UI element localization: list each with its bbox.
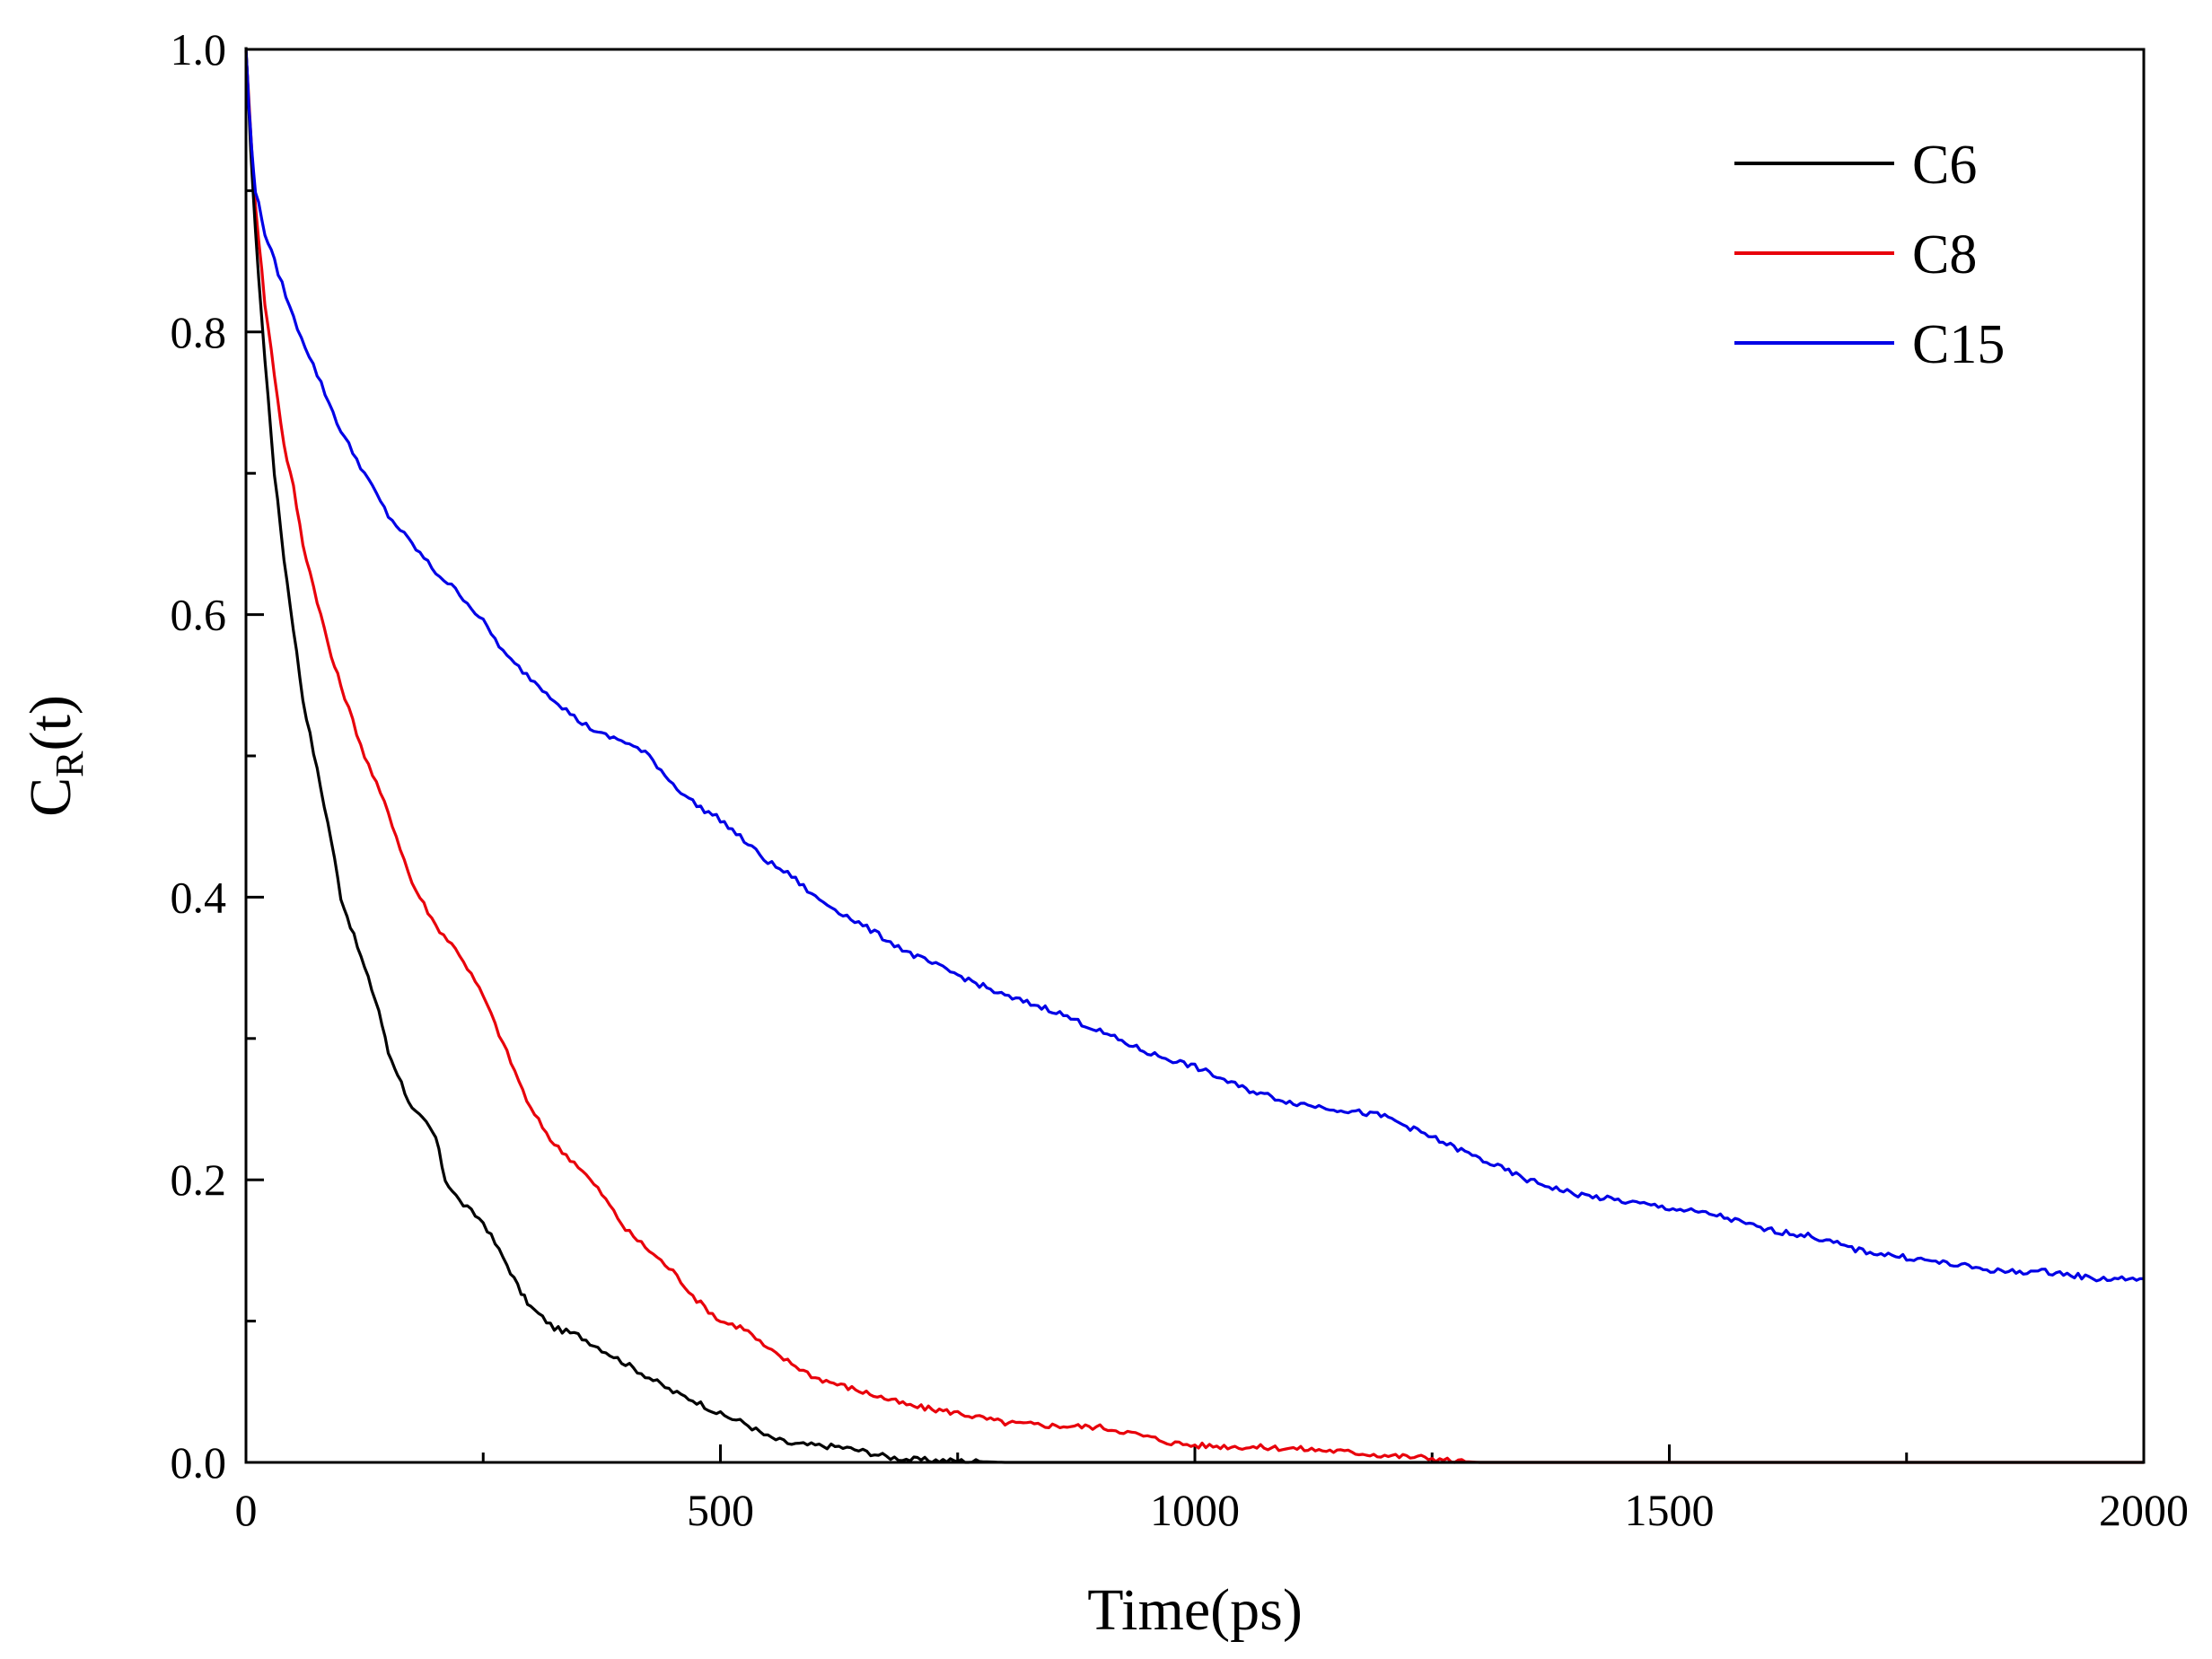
y-tick-label: 1.0 bbox=[171, 24, 227, 75]
tick-labels: 0 500 1000 1500 2000 0.0 0.2 0.4 0.6 0.8 1.0 bbox=[171, 24, 2190, 1535]
y-axis-title-suffix: (t) bbox=[18, 695, 83, 750]
legend: C6 C8 C15 bbox=[1734, 135, 2005, 375]
x-tick-label: 1500 bbox=[1625, 1485, 1715, 1535]
series-line-c8 bbox=[244, 51, 2144, 1464]
svg-text:CR(t): CR(t) bbox=[18, 695, 92, 817]
y-tick-label: 0.8 bbox=[171, 307, 227, 357]
y-tick-label: 0.2 bbox=[171, 1154, 227, 1205]
legend-label-c15: C15 bbox=[1912, 314, 2005, 375]
y-axis-title: CR(t) bbox=[18, 695, 92, 817]
tick-marks bbox=[244, 48, 2146, 1464]
plot-frame bbox=[244, 48, 2146, 1464]
series-lines bbox=[244, 47, 2145, 1464]
legend-label-c6: C6 bbox=[1912, 135, 1977, 196]
y-axis-title-subscript: R bbox=[48, 750, 92, 777]
series-line-c6 bbox=[244, 47, 2144, 1464]
x-tick-label: 1000 bbox=[1150, 1485, 1240, 1535]
x-tick-label: 0 bbox=[235, 1485, 258, 1535]
x-tick-label: 500 bbox=[687, 1485, 754, 1535]
legend-label-c8: C8 bbox=[1912, 224, 1977, 285]
y-tick-label: 0.6 bbox=[171, 590, 227, 640]
y-tick-label: 0.0 bbox=[171, 1437, 227, 1488]
series-line-c15 bbox=[244, 49, 2145, 1283]
x-tick-label: 2000 bbox=[2099, 1485, 2189, 1535]
x-axis-title: Time(ps) bbox=[1087, 1577, 1303, 1643]
y-tick-label: 0.4 bbox=[171, 872, 227, 922]
y-axis-title-main: C bbox=[18, 777, 83, 817]
